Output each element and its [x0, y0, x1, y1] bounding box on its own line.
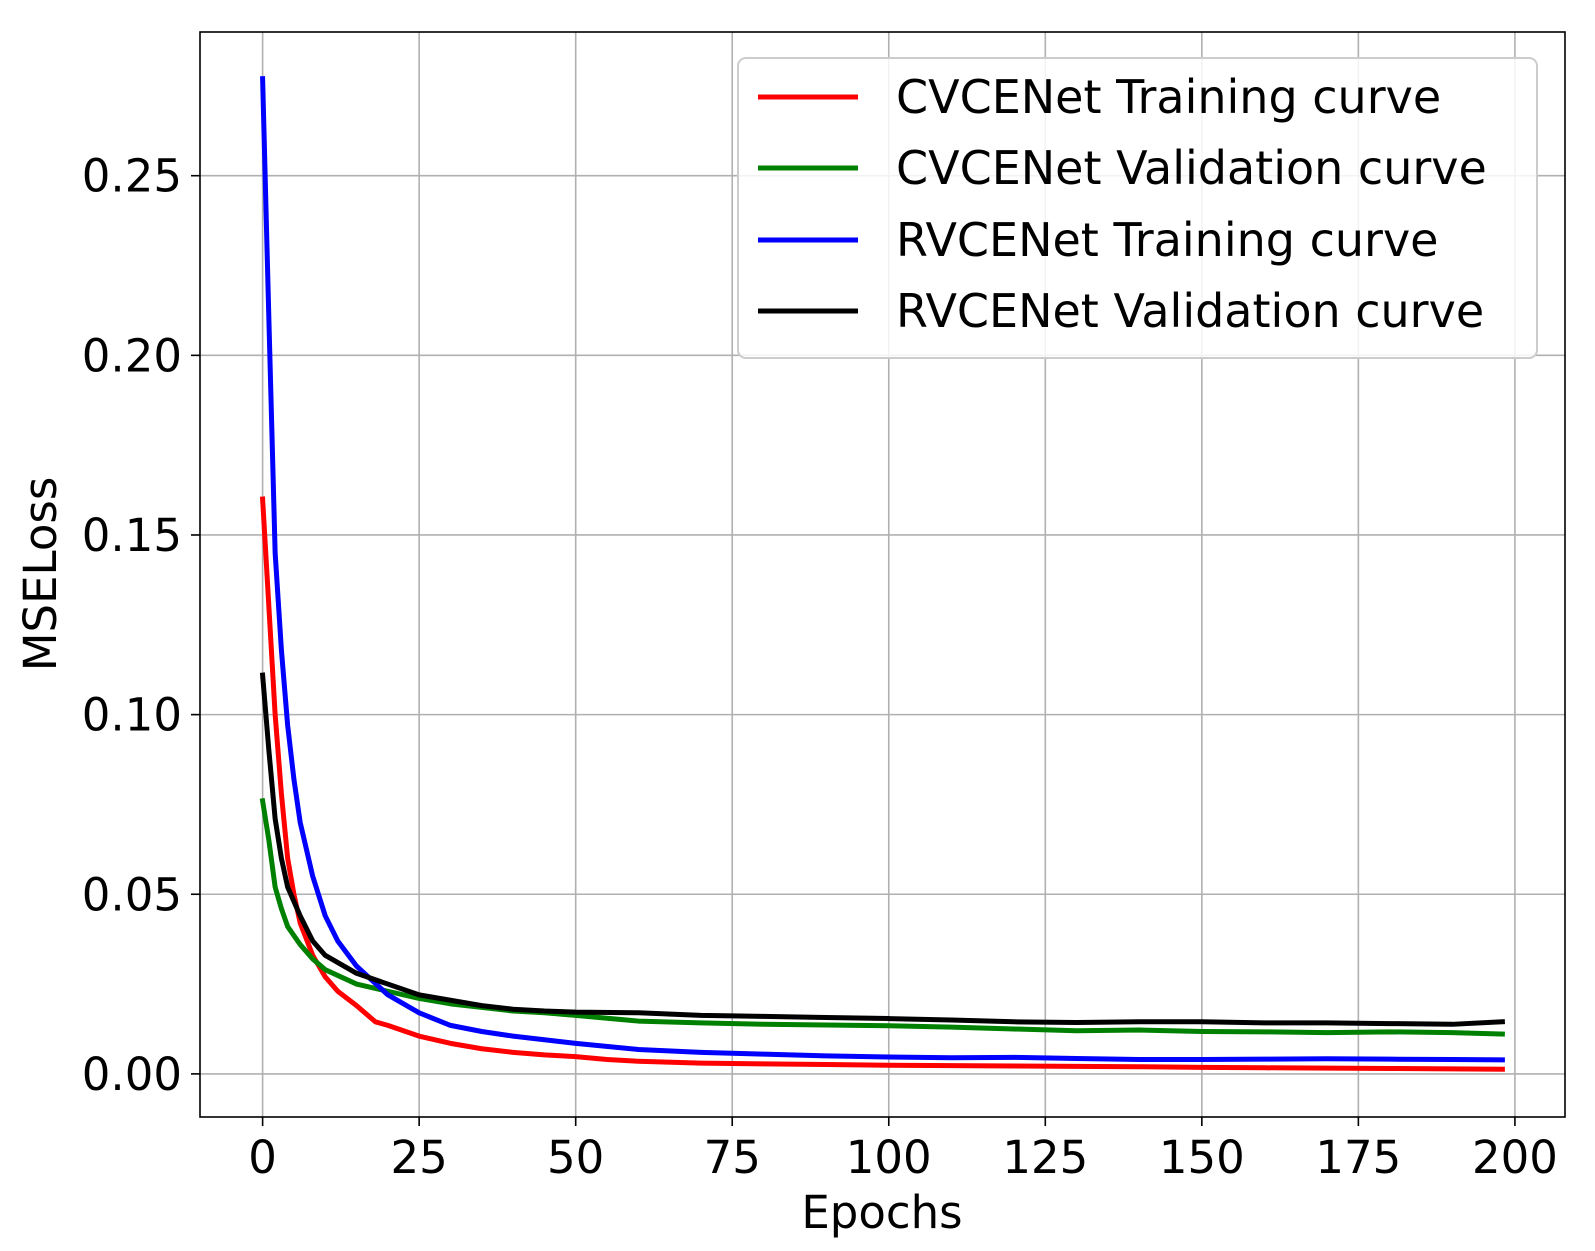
x-tick-label: 0 — [248, 1131, 277, 1184]
y-tick-label: 0.20 — [82, 329, 182, 382]
x-axis-title: Epochs — [801, 1186, 962, 1239]
x-tick-label: 125 — [1002, 1131, 1088, 1184]
y-tick-label: 0.15 — [82, 509, 182, 562]
legend-label-1: CVCENet Training curve — [896, 70, 1441, 124]
y-tick-label: 0.00 — [82, 1048, 182, 1101]
series-line-2 — [259, 797, 1505, 1037]
x-tick-label: 200 — [1472, 1131, 1558, 1184]
legend-box — [737, 57, 1538, 359]
axis-ticks: 0 25 50 75 100 125 150 175 200 0.00 0.05 0.10 0.15 0.… — [82, 150, 1558, 1184]
x-tick-label: 175 — [1315, 1131, 1401, 1184]
x-tick-label: 75 — [704, 1131, 761, 1184]
y-tick-label: 0.05 — [82, 868, 182, 921]
legend: CVCENet Training curve CVCENet Validation… — [737, 57, 1538, 359]
x-tick-label: 50 — [547, 1131, 604, 1184]
series-line-4 — [259, 672, 1506, 1027]
series-line-3 — [260, 76, 1505, 1063]
x-tick-label: 100 — [846, 1131, 932, 1184]
y-axis-title: MSELoss — [14, 477, 67, 672]
legend-label-3: RVCENet Training curve — [896, 213, 1438, 267]
legend-label-2: CVCENet Validation curve — [896, 141, 1487, 195]
y-tick-label: 0.25 — [82, 150, 182, 203]
x-tick-label: 150 — [1159, 1131, 1245, 1184]
legend-label-4: RVCENet Validation curve — [896, 284, 1484, 338]
y-tick-label: 0.10 — [82, 689, 182, 742]
series-lines — [259, 76, 1506, 1072]
plot-frame — [199, 31, 1566, 1118]
x-tick-label: 25 — [391, 1131, 448, 1184]
